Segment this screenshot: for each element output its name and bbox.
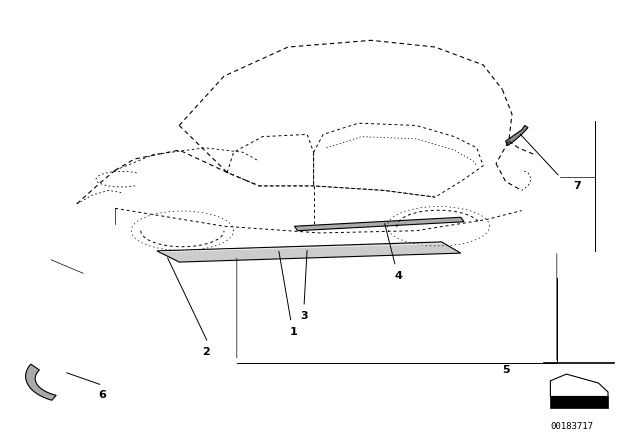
Text: 2: 2 bbox=[202, 347, 210, 357]
Text: 4: 4 bbox=[394, 271, 402, 281]
Text: 5: 5 bbox=[502, 365, 509, 375]
Polygon shape bbox=[157, 242, 461, 262]
Text: 1: 1 bbox=[289, 327, 297, 337]
Polygon shape bbox=[506, 125, 528, 146]
Text: 3: 3 bbox=[300, 311, 308, 321]
Polygon shape bbox=[294, 217, 464, 231]
Text: 7: 7 bbox=[573, 181, 580, 191]
Polygon shape bbox=[550, 396, 608, 408]
Text: 6: 6 bbox=[99, 390, 106, 400]
Polygon shape bbox=[26, 364, 56, 400]
Text: 00183717: 00183717 bbox=[550, 422, 593, 431]
